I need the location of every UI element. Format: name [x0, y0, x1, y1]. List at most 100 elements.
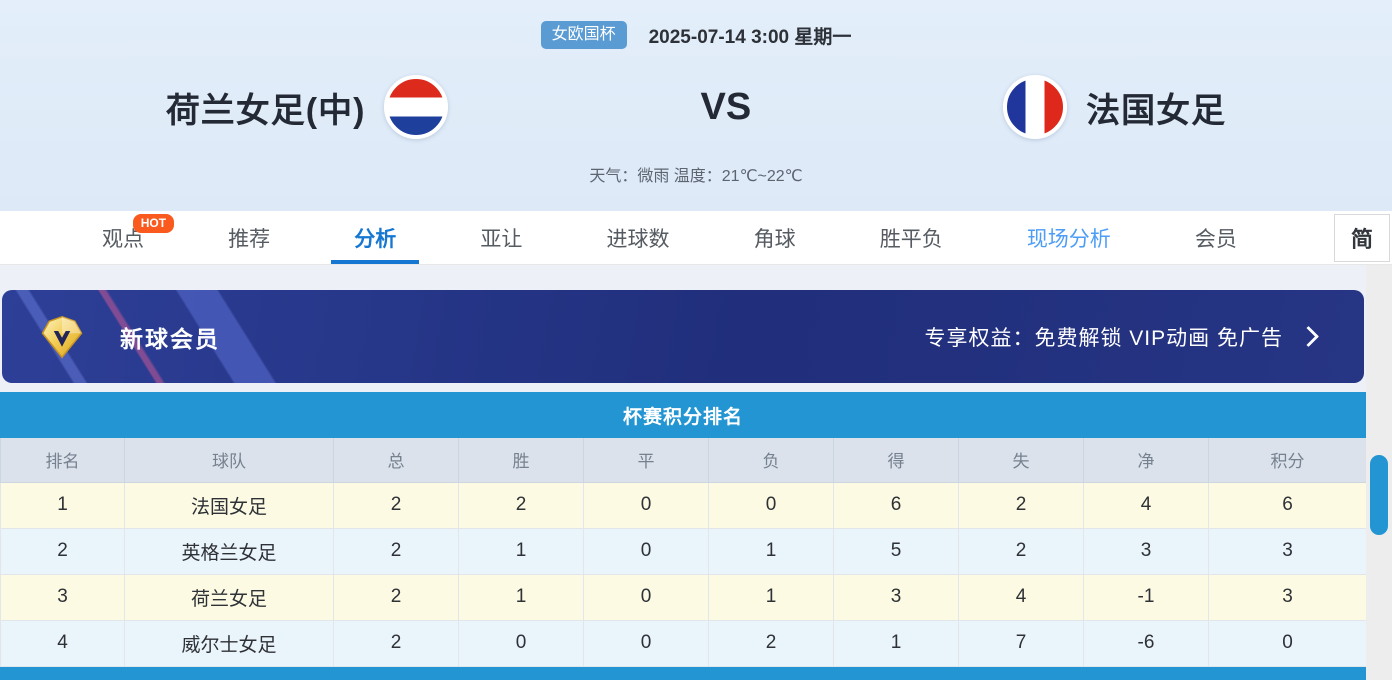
match-datetime: 2025-07-14 3:00 星期一	[648, 26, 852, 48]
hot-badge: HOT	[132, 214, 175, 234]
played-cell: 2	[333, 481, 459, 529]
vip-banner-title: 新球会员	[120, 325, 220, 352]
netherlands-flag-icon	[384, 75, 449, 139]
teams-row: 荷兰女足(中) VS 法国女足	[0, 73, 1392, 141]
draw-cell: 0	[583, 619, 709, 667]
tab-label: 分析	[354, 227, 397, 251]
played-cell: 2	[333, 527, 459, 575]
tab-label: 会员	[1194, 227, 1237, 251]
france-flag-icon	[1003, 75, 1068, 139]
loss-cell: 0	[708, 481, 834, 529]
points-cell: 6	[1208, 481, 1367, 529]
rank-cell: 4	[0, 619, 125, 667]
col-goals-for: 得	[833, 438, 959, 483]
rank-cell: 3	[0, 573, 125, 621]
vs-label: VS	[700, 85, 752, 128]
loss-cell: 1	[708, 573, 834, 621]
gf-cell: 1	[833, 619, 959, 667]
team-link[interactable]: 威尔士女足	[124, 619, 334, 667]
league-row: 女欧国杯 2025-07-14 3:00 星期一	[0, 20, 1392, 50]
vip-benefits-text: 专享权益：免费解锁 VIP动画 免广告	[924, 326, 1283, 350]
team-link[interactable]: 英格兰女足	[124, 527, 334, 575]
vip-banner-right: 专享权益：免费解锁 VIP动画 免广告	[924, 322, 1320, 352]
col-goals-against: 失	[958, 438, 1084, 483]
draw-cell: 0	[583, 573, 709, 621]
tab-yarang[interactable]: 亚让	[480, 211, 522, 264]
ga-cell: 2	[958, 527, 1084, 575]
vip-diamond-icon	[38, 313, 86, 361]
rank-cell: 1	[0, 481, 125, 529]
table-row: 3 荷兰女足 2 1 0 1 3 4 -1 3	[0, 573, 1367, 621]
played-cell: 2	[333, 619, 459, 667]
ga-cell: 4	[958, 573, 1084, 621]
col-rank: 排名	[0, 438, 125, 483]
col-goal-diff: 净	[1083, 438, 1209, 483]
win-cell: 0	[458, 619, 584, 667]
gd-cell: 4	[1083, 481, 1209, 529]
rank-cell: 2	[0, 527, 125, 575]
tab-label: 胜平负	[879, 227, 943, 251]
gd-cell: -1	[1083, 573, 1209, 621]
league-badge: 女欧国杯	[540, 21, 627, 49]
standings-table: 排名 球队 总 胜 平 负 得 失 净 积分 1 法国女	[0, 438, 1367, 667]
tab-jinqiushu[interactable]: 进球数	[606, 211, 669, 264]
points-cell: 3	[1208, 527, 1367, 575]
vip-membership-banner[interactable]: 新球会员 专享权益：免费解锁 VIP动画 免广告	[2, 290, 1364, 383]
tab-label: 进球数	[606, 227, 670, 251]
loss-cell: 1	[708, 527, 834, 575]
match-header: 女欧国杯 2025-07-14 3:00 星期一 荷兰女足(中) VS 法国女足…	[0, 0, 1392, 211]
chevron-right-icon	[1297, 325, 1320, 348]
played-cell: 2	[333, 573, 459, 621]
home-team-name: 荷兰女足(中)	[165, 91, 366, 130]
gf-cell: 3	[833, 573, 959, 621]
scrollbar-thumb[interactable]	[1370, 455, 1388, 535]
tab-huiyuan[interactable]: 会员	[1195, 211, 1237, 264]
col-win: 胜	[458, 438, 584, 483]
table-row: 4 威尔士女足 2 0 0 2 1 7 -6 0	[0, 619, 1367, 667]
away-team-name: 法国女足	[1086, 91, 1227, 130]
tab-xianchang-fenxi[interactable]: 现场分析	[1027, 211, 1111, 264]
tab-label: 观点	[102, 227, 145, 251]
gf-cell: 5	[833, 527, 959, 575]
tab-fenxi[interactable]: 分析	[354, 211, 396, 264]
table-row: 1 法国女足 2 2 0 0 6 2 4 6	[0, 481, 1367, 529]
col-draw: 平	[583, 438, 709, 483]
scrollbar-track[interactable]	[1366, 265, 1392, 680]
tab-label: 角球	[753, 227, 796, 251]
draw-cell: 0	[583, 527, 709, 575]
gd-cell: -6	[1083, 619, 1209, 667]
nav-tabs: 观点 HOT 推荐 分析 亚让 进球数 角球 胜平负 现场分析	[0, 211, 1334, 264]
win-cell: 1	[458, 573, 584, 621]
nav-bar: 观点 HOT 推荐 分析 亚让 进球数 角球 胜平负 现场分析	[0, 211, 1392, 265]
tab-label: 推荐	[228, 227, 271, 251]
loss-cell: 2	[708, 619, 834, 667]
col-loss: 负	[708, 438, 834, 483]
ga-cell: 2	[958, 481, 1084, 529]
tab-label: 现场分析	[1026, 227, 1111, 251]
tab-shengpingfu[interactable]: 胜平负	[880, 211, 943, 264]
next-section-header-partial	[0, 666, 1366, 680]
points-cell: 3	[1208, 573, 1367, 621]
simplified-chinese-button[interactable]: 简	[1334, 214, 1390, 262]
tab-tuijian[interactable]: 推荐	[228, 211, 270, 264]
col-team: 球队	[124, 438, 334, 483]
ga-cell: 7	[958, 619, 1084, 667]
tab-jiaoqiu[interactable]: 角球	[754, 211, 796, 264]
win-cell: 2	[458, 481, 584, 529]
tab-guandian[interactable]: 观点 HOT	[102, 211, 175, 264]
col-points: 积分	[1208, 438, 1367, 483]
standings-header-row: 排名 球队 总 胜 平 负 得 失 净 积分	[0, 438, 1367, 483]
tab-label: 亚让	[480, 227, 523, 251]
draw-cell: 0	[583, 481, 709, 529]
gf-cell: 6	[833, 481, 959, 529]
standings-title: 杯赛积分排名	[0, 392, 1366, 438]
vip-banner-left: 新球会员	[2, 313, 220, 361]
team-link[interactable]: 荷兰女足	[124, 573, 334, 621]
gd-cell: 3	[1083, 527, 1209, 575]
team-link[interactable]: 法国女足	[124, 481, 334, 529]
table-row: 2 英格兰女足 2 1 0 1 5 2 3 3	[0, 527, 1367, 575]
points-cell: 0	[1208, 619, 1367, 667]
win-cell: 1	[458, 527, 584, 575]
main-content: 新球会员 专享权益：免费解锁 VIP动画 免广告 杯赛积分排名 排名 球队	[0, 265, 1367, 680]
